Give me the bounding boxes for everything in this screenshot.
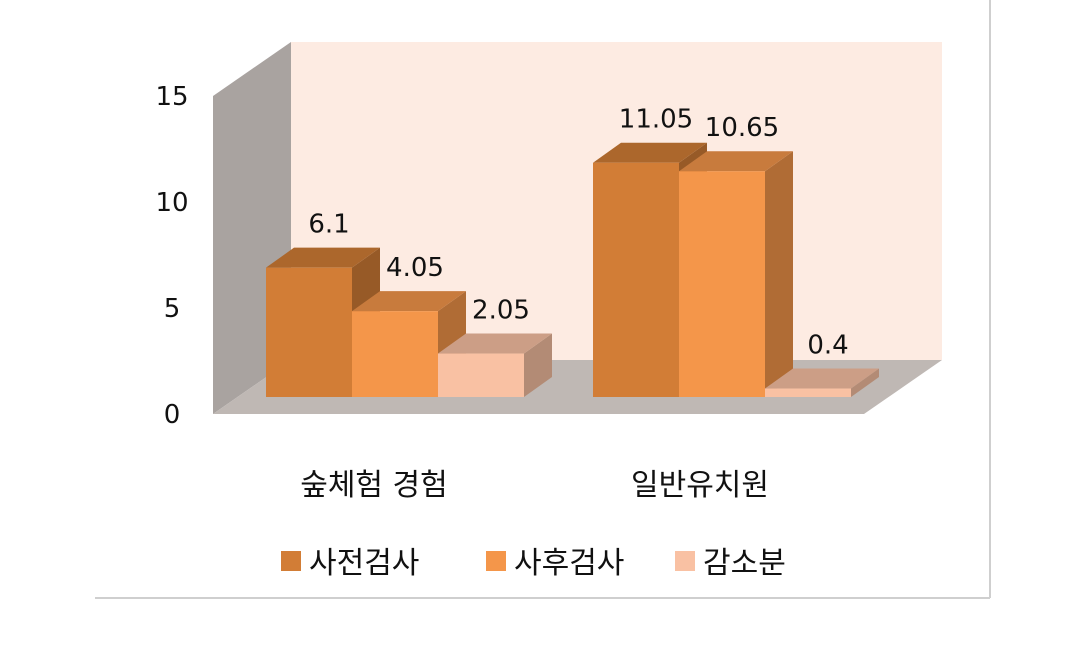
bar-top bbox=[352, 291, 466, 312]
bar-front bbox=[593, 162, 679, 397]
category-labels: 숲체험 경험 일반유치원 bbox=[300, 468, 769, 503]
legend-item-0: 사전검사 bbox=[281, 546, 419, 581]
bar-front bbox=[266, 267, 352, 397]
y-tick-label-0: 0 bbox=[164, 400, 181, 430]
bar-side bbox=[765, 151, 793, 397]
bar-top bbox=[593, 142, 707, 163]
legend-label: 사전검사 bbox=[309, 546, 419, 581]
legend-label: 사후검사 bbox=[514, 546, 624, 581]
bar-front bbox=[765, 388, 851, 397]
y-tick-label-3: 15 bbox=[155, 82, 188, 112]
data-label-1-0: 11.05 bbox=[619, 105, 693, 135]
bar-1-1 bbox=[679, 151, 793, 397]
data-label-0-1: 4.05 bbox=[386, 253, 444, 283]
data-label-1-2: 0.4 bbox=[807, 331, 848, 361]
category-label-1: 일반유치원 bbox=[631, 468, 769, 503]
bar-top bbox=[438, 333, 552, 354]
bar-top bbox=[765, 368, 879, 389]
legend: 사전검사 사후검사 감소분 bbox=[281, 546, 786, 581]
legend-swatch bbox=[486, 551, 506, 571]
bar-1-2 bbox=[765, 368, 879, 397]
legend-label: 감소분 bbox=[703, 546, 786, 581]
bar-side bbox=[524, 333, 552, 397]
bar-top bbox=[679, 151, 793, 172]
y-axis-ticks: 0 5 10 15 bbox=[155, 82, 188, 430]
bar-front bbox=[352, 311, 438, 397]
y-tick-label-2: 10 bbox=[155, 188, 188, 218]
bar-side bbox=[851, 368, 879, 397]
data-label-1-1: 10.65 bbox=[705, 113, 779, 143]
data-labels: 6.1 4.05 2.05 11.05 10.65 0.4 bbox=[308, 105, 848, 361]
bar-front bbox=[679, 171, 765, 397]
y-tick-label-1: 5 bbox=[164, 294, 181, 324]
data-label-0-0: 6.1 bbox=[308, 210, 349, 240]
bar-top bbox=[266, 247, 380, 268]
legend-swatch bbox=[281, 551, 301, 571]
data-label-0-2: 2.05 bbox=[472, 296, 530, 326]
bar-0-2 bbox=[438, 333, 552, 397]
legend-item-1: 사후검사 bbox=[486, 546, 624, 581]
legend-swatch bbox=[675, 551, 695, 571]
category-label-0: 숲체험 경험 bbox=[300, 468, 448, 503]
legend-item-2: 감소분 bbox=[675, 546, 786, 581]
bar-front bbox=[438, 353, 524, 397]
bars bbox=[266, 142, 879, 397]
chart-walls bbox=[95, 0, 991, 599]
